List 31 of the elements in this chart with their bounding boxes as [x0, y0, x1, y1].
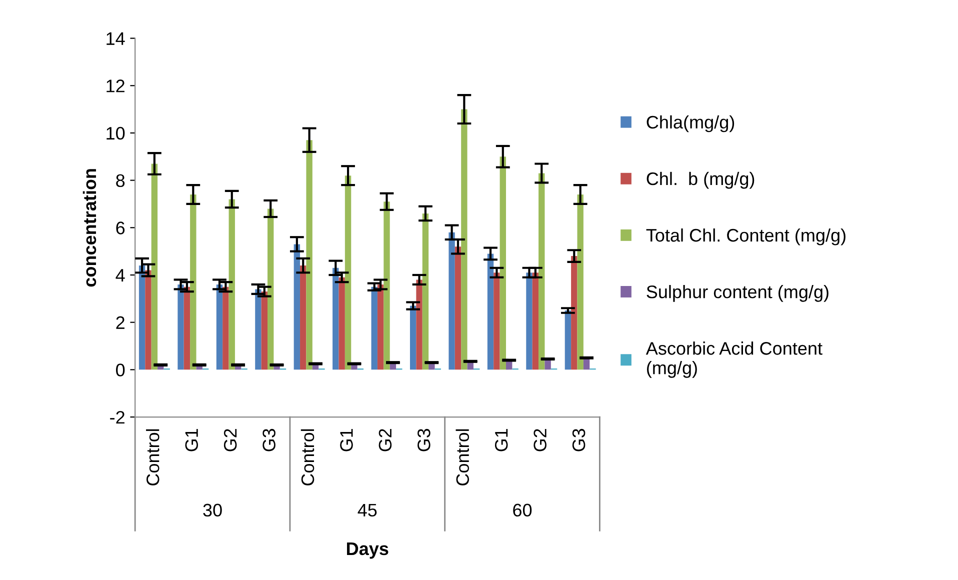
x-tick-label: G2 [378, 429, 392, 452]
x-tick-label: G1 [340, 429, 353, 452]
legend-label: Ascorbic Acid Content (mg/g) [646, 342, 822, 378]
y-tick-label: 0 [116, 364, 125, 376]
legend-label: Total Chl. Content (mg/g) [646, 228, 846, 246]
x-tick-label: G2 [534, 429, 546, 452]
legend-label: Chla(mg/g) [646, 115, 734, 132]
text: 60 [513, 504, 532, 517]
y-tick-label: 10 [106, 126, 125, 140]
x-tick-label: G3 [572, 428, 586, 452]
legend-label: Sulphur content (mg/g) [646, 285, 828, 302]
legend-label: Chl. b (mg/g) [646, 172, 754, 189]
x-tick-label: G2 [224, 429, 237, 452]
y-axis-title: concentration [82, 169, 96, 287]
y-tick-label: 2 [116, 316, 124, 329]
y-tick-label: -2 [110, 410, 124, 424]
y-tick-label: 8 [116, 174, 125, 188]
x-tick-label: G3 [262, 428, 276, 452]
x-axis-title: Days [347, 542, 388, 559]
x-tick-label: Control [146, 429, 160, 486]
x-tick-label: G3 [418, 428, 430, 452]
x-tick-label: Control [456, 429, 470, 486]
x-tick-label: G1 [494, 429, 508, 452]
y-tick-label: 12 [106, 80, 124, 92]
x-tick-label: G1 [185, 429, 198, 452]
y-tick-label: 14 [106, 32, 125, 45]
text: 45 [358, 504, 377, 517]
x-tick-label: Control [300, 429, 314, 486]
text: 30 [203, 504, 222, 517]
y-tick-label: 4 [116, 269, 125, 282]
y-tick-label: 6 [116, 222, 125, 234]
